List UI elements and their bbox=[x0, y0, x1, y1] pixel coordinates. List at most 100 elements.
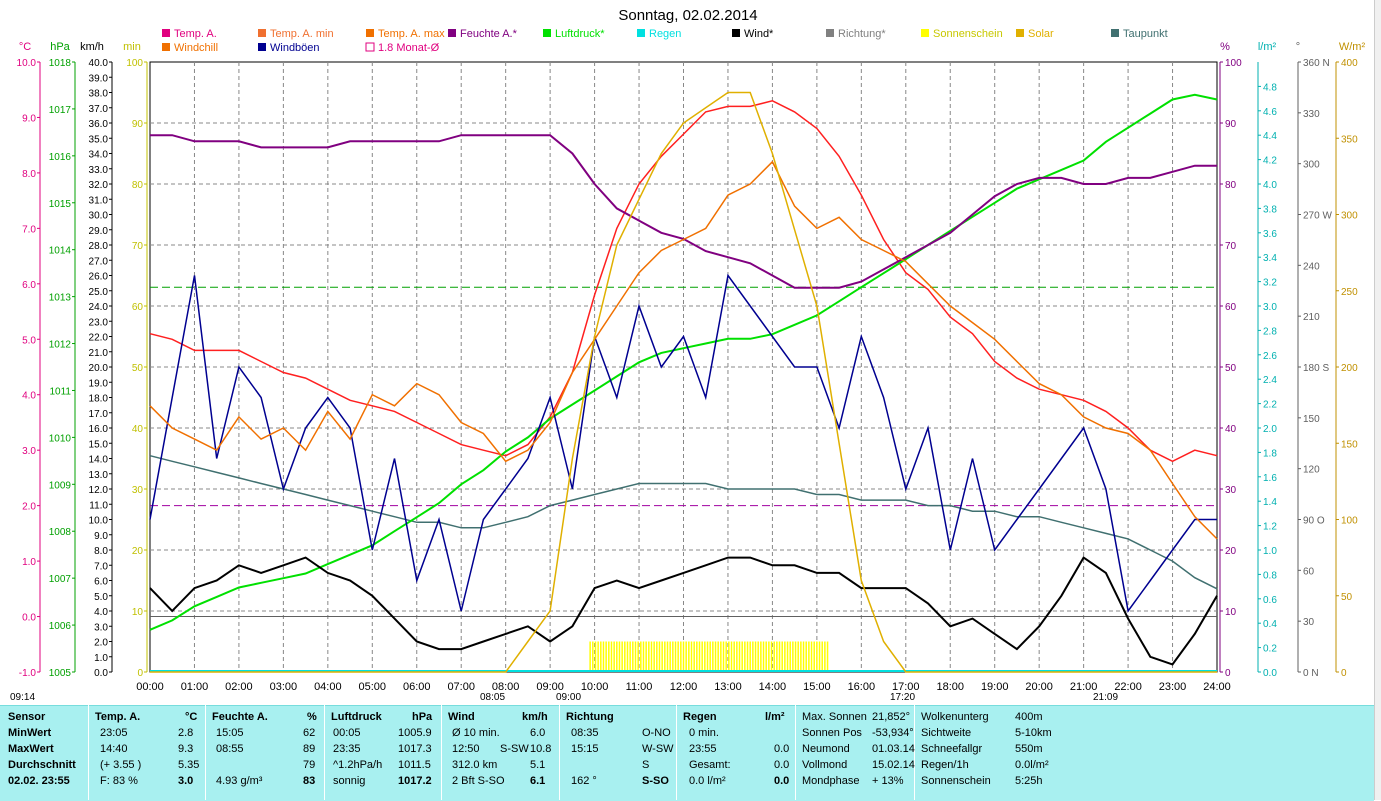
info-key: Wolkenunterg bbox=[921, 711, 989, 723]
y-tick-label: 1014 bbox=[49, 246, 72, 257]
y-tick-label: 1.0 bbox=[1263, 546, 1277, 557]
legend-label: Solar bbox=[1028, 28, 1054, 40]
y-axis-unit: °C bbox=[19, 41, 31, 53]
y-tick-label: 3.0 bbox=[94, 622, 108, 633]
x-tick-label: 12:00 bbox=[670, 681, 698, 693]
table-cell-label: MaxWert bbox=[8, 743, 54, 755]
table-cell-t_val: 9.3 bbox=[178, 743, 194, 755]
y-tick-label: 50 bbox=[1225, 363, 1237, 374]
series-wind- bbox=[149, 556, 1218, 666]
legend-swatch bbox=[637, 29, 645, 37]
y-tick-label: 30.0 bbox=[89, 211, 109, 222]
table-cell-w_dir: S-SW bbox=[500, 743, 529, 755]
info-key: Sichtweite bbox=[921, 727, 972, 739]
y-tick-label: 2.0 bbox=[1263, 424, 1277, 435]
table-cell-t_val: 5.35 bbox=[178, 759, 200, 771]
x-tick-label: 21:00 bbox=[1070, 681, 1098, 693]
header-temp: Temp. A. bbox=[95, 711, 141, 723]
legend-swatch bbox=[258, 29, 266, 37]
table-cell-p_time: 00:05 bbox=[333, 727, 361, 739]
info-key: Max. Sonnen bbox=[802, 711, 867, 723]
legend-label: Sonnenschein bbox=[933, 28, 1003, 40]
y-tick-label: 4.8 bbox=[1263, 82, 1277, 93]
y-tick-label: 2.2 bbox=[1263, 400, 1277, 411]
info-value: + 13% bbox=[872, 775, 904, 787]
y-axis-unit: ° bbox=[1296, 41, 1300, 53]
series-luftdruck- bbox=[149, 93, 1218, 631]
y-tick-label: 32.0 bbox=[89, 180, 109, 191]
y-tick-label: 60 bbox=[1303, 566, 1315, 577]
y-tick-label: 4.6 bbox=[1263, 107, 1277, 118]
y-tick-label: 40 bbox=[1225, 424, 1237, 435]
y-tick-label: 17.0 bbox=[89, 409, 109, 420]
series-solar bbox=[150, 91, 1217, 673]
y-tick-label: 10.0 bbox=[89, 516, 109, 527]
y-tick-label: 120 bbox=[1303, 465, 1320, 476]
y-tick-label: 27.0 bbox=[89, 256, 109, 267]
table-cell-h_val: 83 bbox=[303, 775, 316, 787]
y-tick-label: 3.8 bbox=[1263, 204, 1277, 215]
y-axis-unit: min bbox=[123, 41, 141, 53]
x-tick-label: 13:00 bbox=[714, 681, 742, 693]
legend-label: Richtung* bbox=[838, 28, 886, 40]
x-tick-label: 10:00 bbox=[581, 681, 609, 693]
header-pressure: Luftdruck bbox=[331, 711, 382, 723]
y-tick-label: 0.4 bbox=[1263, 619, 1277, 630]
table-cell-d_val: S-SO bbox=[642, 775, 669, 787]
legend-label: 1.8 Monat-Ø bbox=[378, 42, 440, 54]
table-cell-t_val: 3.0 bbox=[178, 775, 194, 787]
y-tick-label: 15.0 bbox=[89, 439, 109, 450]
y-tick-label: 37.0 bbox=[89, 104, 109, 115]
x-tick-label: 17:00 bbox=[892, 681, 920, 693]
y-tick-label: 180 S bbox=[1303, 363, 1329, 374]
legend-swatch bbox=[365, 42, 375, 52]
y-tick-label: 80 bbox=[1225, 180, 1237, 191]
table-cell-t_val: 2.8 bbox=[178, 727, 194, 739]
y-tick-label: 35.0 bbox=[89, 134, 109, 145]
y-tick-label: 0.0 bbox=[94, 668, 108, 679]
y-tick-label: 330 bbox=[1303, 109, 1320, 120]
y-tick-label: 2.8 bbox=[1263, 326, 1277, 337]
marker-time: 09:00 bbox=[556, 692, 581, 703]
y-tick-label: 4.4 bbox=[1263, 131, 1277, 142]
y-tick-label: 150 bbox=[1341, 439, 1358, 450]
table-cell-r_val: 0.0 bbox=[774, 775, 790, 787]
y-tick-label: 1.0 bbox=[94, 653, 108, 664]
table-cell-d_time: 08:35 bbox=[571, 727, 599, 739]
series-windb-en bbox=[149, 273, 1217, 613]
y-tick-label: 2.4 bbox=[1263, 375, 1277, 386]
y-tick-label: 50 bbox=[1341, 592, 1353, 603]
header-humidity: Feuchte A. bbox=[212, 711, 268, 723]
legend-label: Wind* bbox=[744, 28, 774, 40]
y-axis-unit: % bbox=[1220, 41, 1230, 53]
series-temp-a-min bbox=[149, 160, 1218, 540]
y-tick-label: 350 bbox=[1341, 134, 1358, 145]
table-cell-p_val: 1005.9 bbox=[398, 727, 432, 739]
y-tick-label: 70 bbox=[132, 241, 144, 252]
info-value: 5-10km bbox=[1015, 727, 1052, 739]
table-cell-h_val: 89 bbox=[303, 743, 316, 755]
chart-axes: 00:00 01:00 02:00 03:00 04:00 05:00 06:00 07:00… bbox=[17, 41, 1366, 693]
y-tick-label: 300 bbox=[1341, 211, 1358, 222]
y-tick-label: 1018 bbox=[49, 58, 72, 69]
y-tick-label: 31.0 bbox=[89, 195, 109, 206]
legend-swatch bbox=[162, 43, 170, 51]
info-value: 0.0l/m² bbox=[1015, 759, 1049, 771]
scrollbar[interactable] bbox=[1374, 0, 1381, 800]
y-tick-label: 38.0 bbox=[89, 89, 109, 100]
table-cell-p_val: 1017.2 bbox=[398, 775, 432, 787]
chart-title: Sonntag, 02.02.2014 bbox=[618, 7, 757, 24]
x-tick-label: 08:00 bbox=[492, 681, 520, 693]
table-cell-r_val: 0.0 bbox=[774, 743, 790, 755]
header-wind-unit: km/h bbox=[522, 711, 548, 723]
y-tick-label: 6.0 bbox=[94, 577, 108, 588]
x-tick-label: 16:00 bbox=[848, 681, 876, 693]
table-cell-r_label: 23:55 bbox=[689, 743, 717, 755]
y-tick-label: 40 bbox=[132, 424, 144, 435]
header-temp-unit: °C bbox=[185, 711, 198, 723]
marker-time: 21:09 bbox=[1093, 692, 1118, 703]
y-tick-label: 0 N bbox=[1303, 668, 1319, 679]
y-tick-label: 0 bbox=[1341, 668, 1347, 679]
x-tick-label: 15:00 bbox=[803, 681, 831, 693]
x-tick-label: 24:00 bbox=[1203, 681, 1231, 693]
